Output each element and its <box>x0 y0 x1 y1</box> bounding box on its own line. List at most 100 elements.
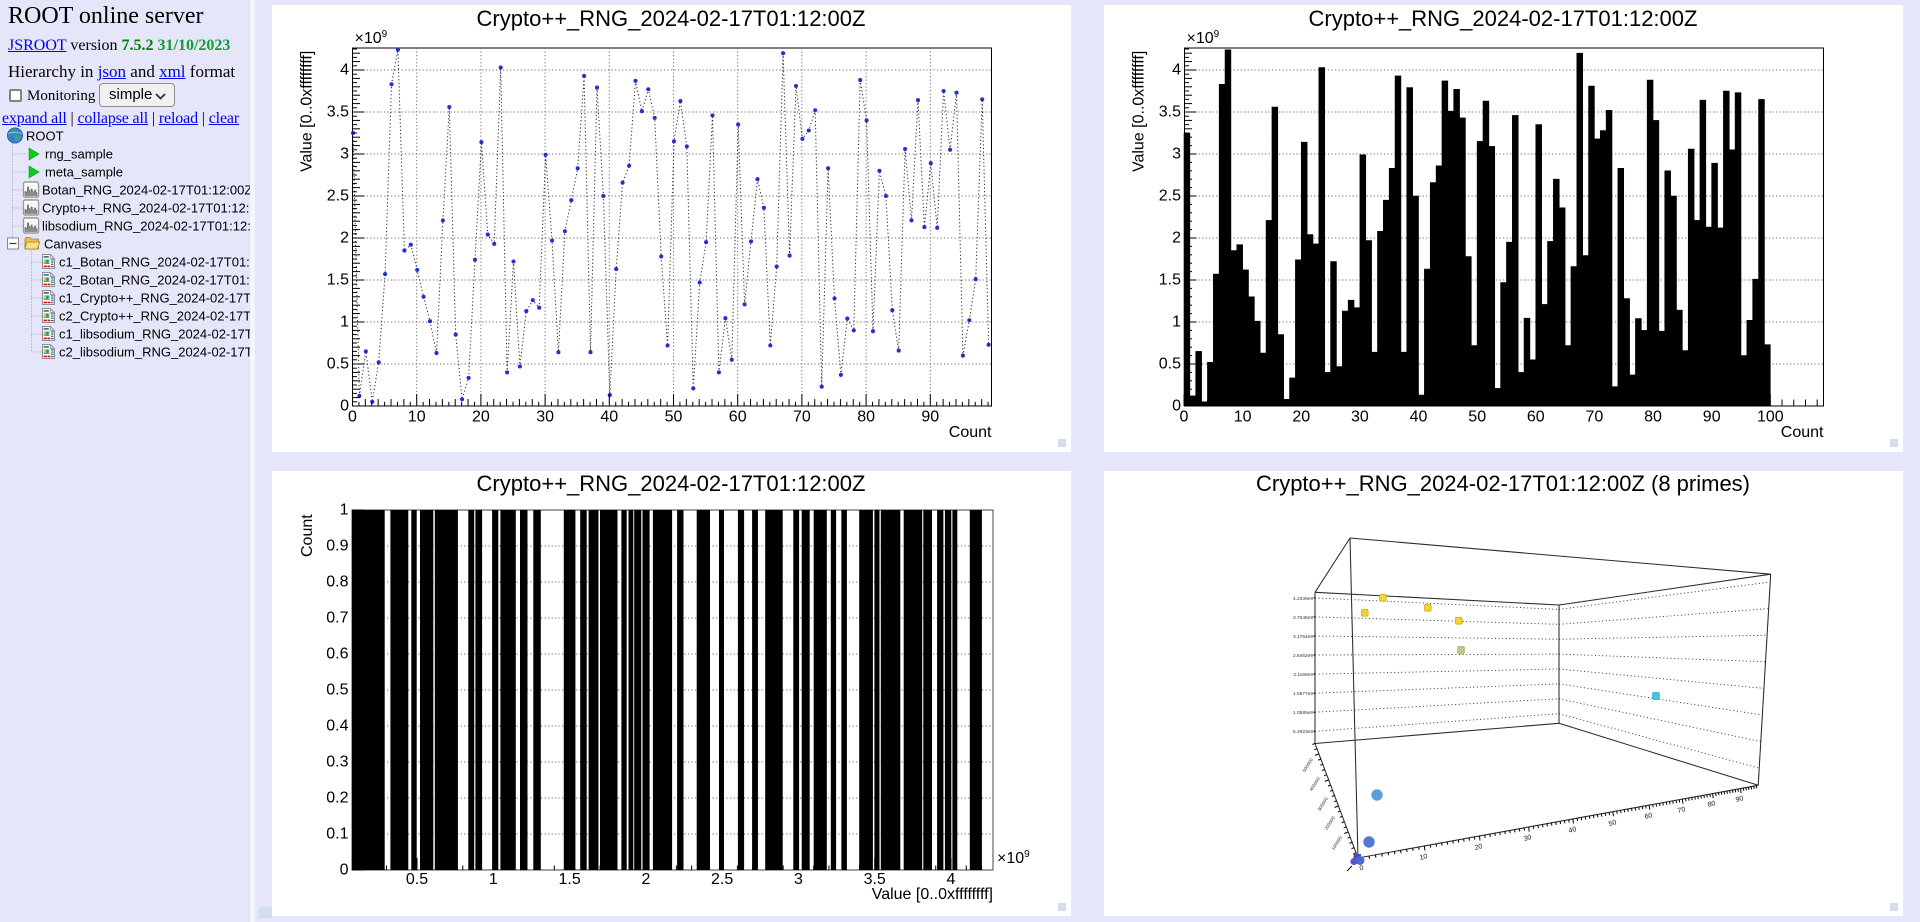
svg-text:60: 60 <box>729 409 747 426</box>
svg-text:ROOT: ROOT <box>26 129 64 144</box>
svg-text:c1_Botan_RNG_2024-02-17T01:12:: c1_Botan_RNG_2024-02-17T01:12:00Z <box>59 255 250 270</box>
svg-text:1.5877e9: 1.5877e9 <box>1293 691 1313 697</box>
svg-text:1: 1 <box>340 314 349 331</box>
svg-text:×109: ×109 <box>997 849 1030 867</box>
svg-text:200000: 200000 <box>1324 815 1337 831</box>
svg-text:40: 40 <box>1568 826 1577 835</box>
svg-text:60: 60 <box>1644 812 1653 821</box>
svg-text:0: 0 <box>1180 409 1189 426</box>
svg-text:×109: ×109 <box>355 29 388 47</box>
svg-text:c2_Crypto++_RNG_2024-02-17T01:: c2_Crypto++_RNG_2024-02-17T01:12:00Z <box>59 309 250 324</box>
svg-text:Crypto++_RNG_2024-02-17T01:12:: Crypto++_RNG_2024-02-17T01:12:00Z <box>1309 6 1698 31</box>
svg-text:10: 10 <box>408 409 426 426</box>
svg-text:2: 2 <box>641 871 650 888</box>
svg-text:4: 4 <box>1172 62 1181 79</box>
svg-text:50: 50 <box>1468 409 1486 426</box>
svg-text:100000: 100000 <box>1331 835 1344 851</box>
svg-text:0.5: 0.5 <box>326 682 348 699</box>
svg-text:1.5: 1.5 <box>1159 272 1181 289</box>
svg-text:60: 60 <box>1527 409 1545 426</box>
svg-text:c1_libsodium_RNG_2024-02-17T01: c1_libsodium_RNG_2024-02-17T01:12:00Z <box>59 327 250 342</box>
svg-text:90: 90 <box>1735 795 1744 804</box>
svg-text:Crypto++_RNG_2024-02-17T01:12:: Crypto++_RNG_2024-02-17T01:12:00Z <box>477 471 866 496</box>
svg-text:10: 10 <box>1419 853 1428 862</box>
svg-text:Canvases: Canvases <box>44 237 102 252</box>
svg-text:0: 0 <box>348 409 357 426</box>
svg-text:0.3: 0.3 <box>326 754 348 771</box>
svg-text:Count: Count <box>949 424 992 441</box>
svg-text:90: 90 <box>921 409 939 426</box>
svg-text:0.2: 0.2 <box>326 790 348 807</box>
svg-text:0: 0 <box>1172 398 1181 415</box>
svg-text:30: 30 <box>536 409 554 426</box>
svg-text:Botan_RNG_2024-02-17T01:12:00Z: Botan_RNG_2024-02-17T01:12:00Z <box>42 183 250 198</box>
svg-text:20: 20 <box>1292 409 1310 426</box>
svg-text:0.7: 0.7 <box>326 610 348 627</box>
svg-text:0.8: 0.8 <box>326 574 348 591</box>
svg-text:libsodium_RNG_2024-02-17T01:12: libsodium_RNG_2024-02-17T01:12:00Z <box>42 219 250 234</box>
svg-text:Crypto++_RNG_2024-02-17T01:12:: Crypto++_RNG_2024-02-17T01:12:00Z (8 pri… <box>1256 471 1750 496</box>
svg-text:meta_sample: meta_sample <box>45 165 123 180</box>
svg-text:5.2923e8: 5.2923e8 <box>1293 729 1313 735</box>
svg-text:500000: 500000 <box>1302 757 1315 773</box>
svg-text:c1_Crypto++_RNG_2024-02-17T01:: c1_Crypto++_RNG_2024-02-17T01:12:00Z <box>59 291 250 306</box>
svg-text:3.5: 3.5 <box>864 871 886 888</box>
svg-text:3.7046e9: 3.7046e9 <box>1293 615 1313 621</box>
svg-text:4: 4 <box>947 871 956 888</box>
svg-text:3: 3 <box>1172 146 1181 163</box>
svg-text:4: 4 <box>340 62 349 79</box>
svg-text:0.9: 0.9 <box>326 538 348 555</box>
svg-text:0.5: 0.5 <box>406 871 428 888</box>
svg-text:50: 50 <box>665 409 683 426</box>
svg-text:Count: Count <box>299 514 316 557</box>
svg-text:30: 30 <box>1351 409 1369 426</box>
svg-text:400000: 400000 <box>1309 776 1322 792</box>
svg-text:2.6462e9: 2.6462e9 <box>1293 653 1313 659</box>
svg-text:3: 3 <box>340 146 349 163</box>
svg-text:0.6: 0.6 <box>326 646 348 663</box>
svg-text:3.5: 3.5 <box>327 104 349 121</box>
svg-text:c2_libsodium_RNG_2024-02-17T01: c2_libsodium_RNG_2024-02-17T01:12:00Z <box>59 345 250 360</box>
svg-text:1.5: 1.5 <box>327 272 349 289</box>
svg-text:70: 70 <box>1586 409 1604 426</box>
svg-text:Crypto++_RNG_2024-02-17T01:12:: Crypto++_RNG_2024-02-17T01:12:00Z <box>477 6 866 31</box>
svg-text:Value [0..0xffffffff]: Value [0..0xffffffff] <box>872 886 993 903</box>
svg-text:2.1169e9: 2.1169e9 <box>1293 672 1313 678</box>
svg-text:90: 90 <box>1703 409 1721 426</box>
svg-text:70: 70 <box>1677 806 1686 815</box>
svg-text:1: 1 <box>340 502 349 519</box>
svg-text:40: 40 <box>1410 409 1428 426</box>
svg-text:20: 20 <box>472 409 490 426</box>
svg-text:3: 3 <box>794 871 803 888</box>
svg-text:0: 0 <box>1359 865 1365 873</box>
svg-text:0.5: 0.5 <box>327 356 349 373</box>
svg-text:80: 80 <box>857 409 875 426</box>
svg-text:80: 80 <box>1707 800 1716 809</box>
svg-text:Count: Count <box>1781 424 1824 441</box>
svg-text:300000: 300000 <box>1317 796 1330 812</box>
svg-text:0.4: 0.4 <box>326 718 348 735</box>
svg-text:2: 2 <box>340 230 349 247</box>
svg-text:2.5: 2.5 <box>711 871 733 888</box>
svg-text:2: 2 <box>1172 230 1181 247</box>
svg-text:3.1754e9: 3.1754e9 <box>1293 634 1313 640</box>
svg-text:80: 80 <box>1644 409 1662 426</box>
svg-text:30: 30 <box>1523 834 1532 843</box>
svg-text:1: 1 <box>489 871 498 888</box>
svg-text:10: 10 <box>1234 409 1252 426</box>
svg-text:rng_sample: rng_sample <box>45 147 113 162</box>
svg-text:Value [0..0xffffffff]: Value [0..0xffffffff] <box>299 51 316 172</box>
svg-text:1: 1 <box>1172 314 1181 331</box>
svg-text:0.1: 0.1 <box>326 826 348 843</box>
svg-text:50: 50 <box>1608 819 1617 828</box>
svg-text:2.5: 2.5 <box>1159 188 1181 205</box>
svg-text:Value [0..0xffffffff]: Value [0..0xffffffff] <box>1131 51 1148 172</box>
svg-text:×109: ×109 <box>1187 29 1220 47</box>
svg-text:20: 20 <box>1474 843 1483 852</box>
svg-text:1.0585e9: 1.0585e9 <box>1293 710 1313 716</box>
svg-text:40: 40 <box>600 409 618 426</box>
svg-text:0: 0 <box>340 862 349 879</box>
svg-text:100: 100 <box>1757 409 1784 426</box>
svg-text:2.5: 2.5 <box>327 188 349 205</box>
svg-text:c2_Botan_RNG_2024-02-17T01:12:: c2_Botan_RNG_2024-02-17T01:12:00Z <box>59 273 250 288</box>
